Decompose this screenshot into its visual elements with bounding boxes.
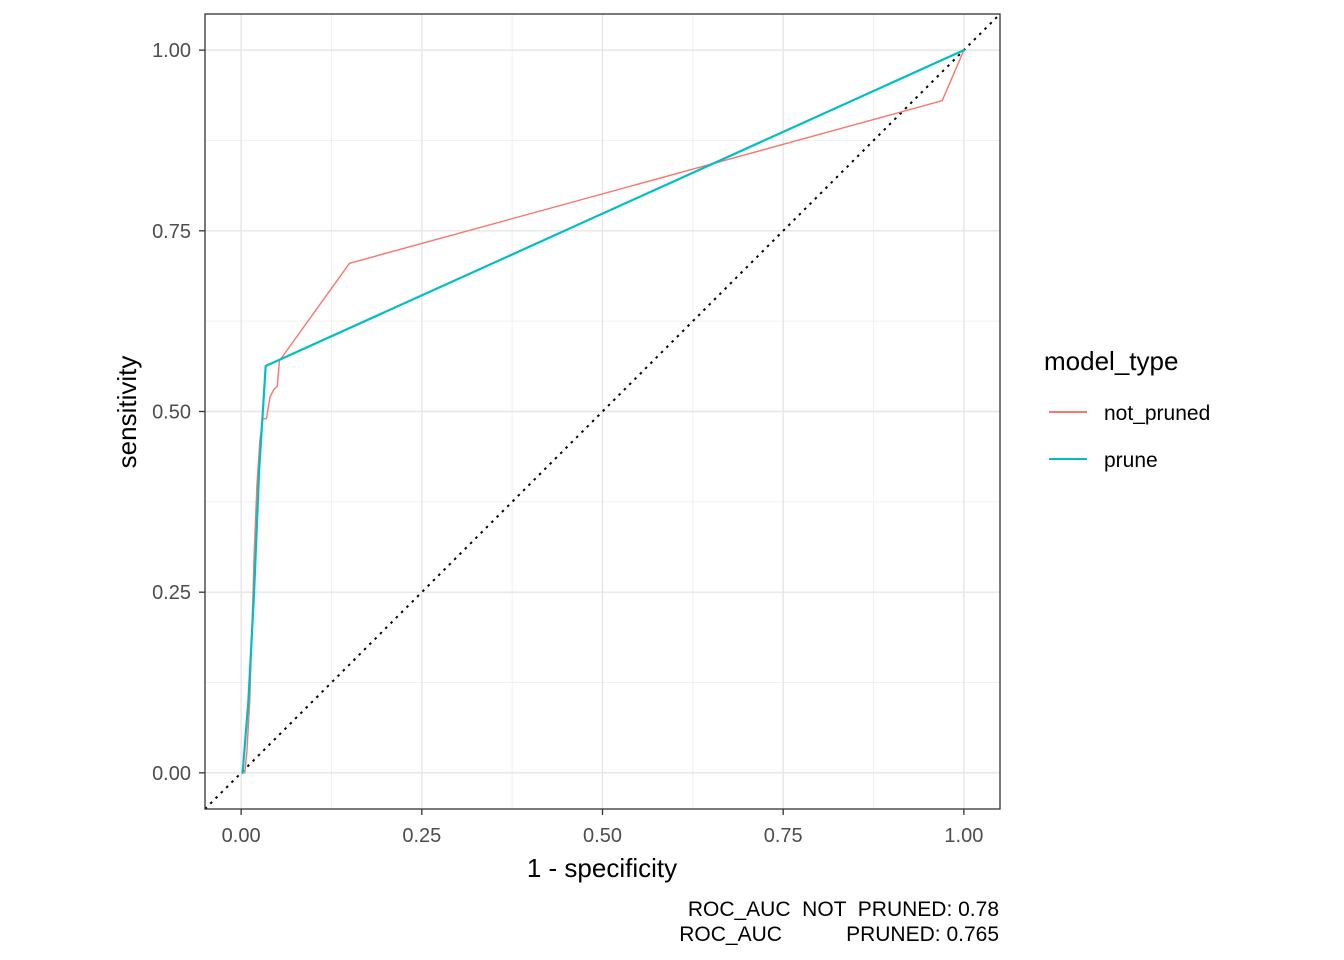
legend-title: model_type	[1044, 346, 1178, 376]
y-axis-title: sensitivity	[112, 356, 142, 469]
x-axis-title: 1 - specificity	[527, 853, 677, 883]
x-tick-label: 0.50	[583, 825, 622, 847]
caption-line-2: ROC_AUC PRUNED: 0.765	[679, 923, 999, 946]
legend-label-prune: prune	[1104, 449, 1158, 472]
y-axis: 0.00 0.25 0.50 0.75 1.00	[152, 40, 205, 785]
caption-line-1: ROC_AUC NOT PRUNED: 0.78	[688, 898, 999, 921]
y-tick-label: 1.00	[152, 40, 191, 62]
series-line-prune	[241, 48, 966, 775]
x-tick-label: 1.00	[944, 825, 983, 847]
x-tick-label: 0.00	[222, 825, 261, 847]
x-axis: 0.00 0.25 0.50 0.75 1.00	[222, 809, 983, 847]
x-tick-label: 0.25	[402, 825, 441, 847]
y-tick-label: 0.50	[152, 402, 191, 424]
series-layer	[241, 48, 966, 775]
y-tick-label: 0.75	[152, 221, 191, 243]
grid-major	[205, 14, 1000, 809]
x-tick-label: 0.75	[764, 825, 803, 847]
legend-label-not-pruned: not_pruned	[1104, 402, 1210, 425]
y-tick-label: 0.00	[152, 763, 191, 785]
y-tick-label: 0.25	[152, 582, 191, 604]
